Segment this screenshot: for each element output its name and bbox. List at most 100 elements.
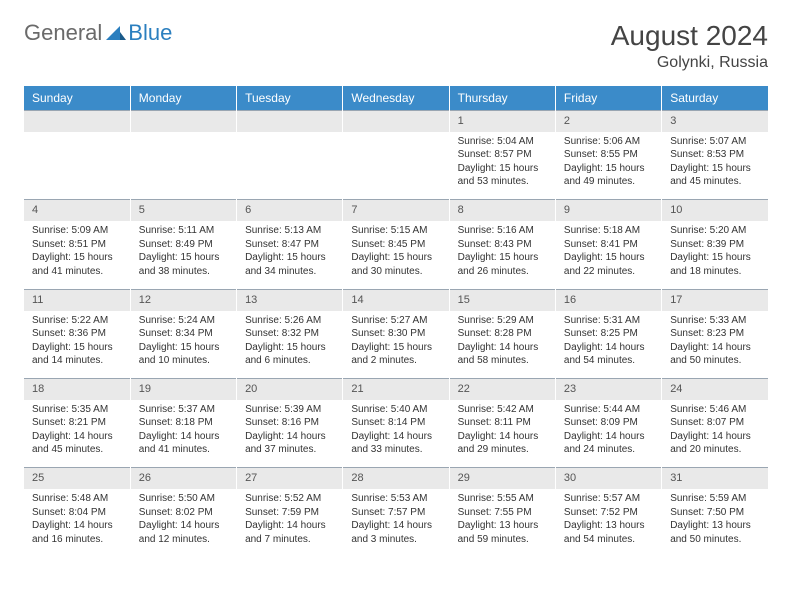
day-cell: Sunrise: 5:04 AMSunset: 8:57 PMDaylight:… — [449, 132, 555, 200]
day-header: Friday — [555, 86, 661, 111]
sunrise-text: Sunrise: 5:22 AM — [32, 314, 122, 328]
sunset-text: Sunset: 8:34 PM — [139, 327, 228, 341]
day-number: 11 — [24, 289, 130, 310]
daylight-text: Daylight: 13 hours — [564, 519, 653, 533]
daylight-text: Daylight: 14 hours — [351, 519, 440, 533]
sunset-text: Sunset: 7:59 PM — [245, 506, 334, 520]
sunrise-text: Sunrise: 5:39 AM — [245, 403, 334, 417]
day-cell: Sunrise: 5:40 AMSunset: 8:14 PMDaylight:… — [343, 400, 449, 468]
month-year: August 2024 — [611, 20, 768, 52]
daylight-text: and 30 minutes. — [351, 265, 440, 279]
sunset-text: Sunset: 8:41 PM — [564, 238, 653, 252]
title-block: August 2024 Golynki, Russia — [611, 20, 768, 72]
sunrise-text: Sunrise: 5:40 AM — [351, 403, 440, 417]
sunrise-text: Sunrise: 5:15 AM — [351, 224, 440, 238]
daylight-text: Daylight: 14 hours — [670, 341, 760, 355]
daylight-text: and 58 minutes. — [458, 354, 547, 368]
day-cell: Sunrise: 5:31 AMSunset: 8:25 PMDaylight:… — [555, 311, 661, 379]
daylight-text: and 45 minutes. — [670, 175, 760, 189]
day-header-row: SundayMondayTuesdayWednesdayThursdayFrid… — [24, 86, 768, 111]
day-cell: Sunrise: 5:29 AMSunset: 8:28 PMDaylight:… — [449, 311, 555, 379]
day-cell: Sunrise: 5:57 AMSunset: 7:52 PMDaylight:… — [555, 489, 661, 557]
day-number: 12 — [130, 289, 236, 310]
day-cell: Sunrise: 5:16 AMSunset: 8:43 PMDaylight:… — [449, 221, 555, 289]
sunrise-text: Sunrise: 5:06 AM — [564, 135, 653, 149]
daylight-text: Daylight: 15 hours — [139, 341, 228, 355]
day-cell: Sunrise: 5:35 AMSunset: 8:21 PMDaylight:… — [24, 400, 130, 468]
daylight-text: Daylight: 14 hours — [32, 519, 122, 533]
day-number: 26 — [130, 468, 236, 489]
day-number: 18 — [24, 379, 130, 400]
day-cell: Sunrise: 5:27 AMSunset: 8:30 PMDaylight:… — [343, 311, 449, 379]
daylight-text: Daylight: 15 hours — [458, 162, 547, 176]
sunset-text: Sunset: 8:18 PM — [139, 416, 228, 430]
day-header: Saturday — [662, 86, 768, 111]
daylight-text: Daylight: 15 hours — [670, 251, 760, 265]
day-cell: Sunrise: 5:24 AMSunset: 8:34 PMDaylight:… — [130, 311, 236, 379]
daylight-text: and 7 minutes. — [245, 533, 334, 547]
daylight-text: Daylight: 15 hours — [32, 251, 122, 265]
day-header: Sunday — [24, 86, 130, 111]
daynum-row: 45678910 — [24, 200, 768, 221]
sunset-text: Sunset: 8:11 PM — [458, 416, 547, 430]
sunrise-text: Sunrise: 5:46 AM — [670, 403, 760, 417]
day-cell: Sunrise: 5:48 AMSunset: 8:04 PMDaylight:… — [24, 489, 130, 557]
sunrise-text: Sunrise: 5:33 AM — [670, 314, 760, 328]
sunrise-text: Sunrise: 5:13 AM — [245, 224, 334, 238]
sunrise-text: Sunrise: 5:59 AM — [670, 492, 760, 506]
day-cell: Sunrise: 5:07 AMSunset: 8:53 PMDaylight:… — [662, 132, 768, 200]
daylight-text: Daylight: 14 hours — [139, 519, 228, 533]
daylight-text: Daylight: 15 hours — [351, 341, 440, 355]
sunrise-text: Sunrise: 5:42 AM — [458, 403, 547, 417]
sunset-text: Sunset: 8:28 PM — [458, 327, 547, 341]
sunset-text: Sunset: 8:43 PM — [458, 238, 547, 252]
sunset-text: Sunset: 8:02 PM — [139, 506, 228, 520]
sunset-text: Sunset: 8:30 PM — [351, 327, 440, 341]
sunset-text: Sunset: 8:57 PM — [458, 148, 547, 162]
day-cell: Sunrise: 5:33 AMSunset: 8:23 PMDaylight:… — [662, 311, 768, 379]
sunset-text: Sunset: 8:23 PM — [670, 327, 760, 341]
sunrise-text: Sunrise: 5:29 AM — [458, 314, 547, 328]
logo-text-general: General — [24, 20, 102, 46]
daylight-text: Daylight: 14 hours — [670, 430, 760, 444]
sunset-text: Sunset: 8:53 PM — [670, 148, 760, 162]
day-header: Monday — [130, 86, 236, 111]
daylight-text: Daylight: 15 hours — [245, 251, 334, 265]
sunset-text: Sunset: 8:04 PM — [32, 506, 122, 520]
sunset-text: Sunset: 8:07 PM — [670, 416, 760, 430]
daylight-text: and 37 minutes. — [245, 443, 334, 457]
day-number: 14 — [343, 289, 449, 310]
daylight-text: and 3 minutes. — [351, 533, 440, 547]
sunset-text: Sunset: 7:55 PM — [458, 506, 547, 520]
daylight-text: and 20 minutes. — [670, 443, 760, 457]
logo: General Blue — [24, 20, 172, 46]
daynum-row: 123 — [24, 111, 768, 132]
sunrise-text: Sunrise: 5:57 AM — [564, 492, 653, 506]
day-cell: Sunrise: 5:50 AMSunset: 8:02 PMDaylight:… — [130, 489, 236, 557]
sunset-text: Sunset: 8:36 PM — [32, 327, 122, 341]
daylight-text: Daylight: 15 hours — [670, 162, 760, 176]
sunrise-text: Sunrise: 5:20 AM — [670, 224, 760, 238]
daylight-text: and 26 minutes. — [458, 265, 547, 279]
daylight-text: and 33 minutes. — [351, 443, 440, 457]
sunset-text: Sunset: 8:39 PM — [670, 238, 760, 252]
sunrise-text: Sunrise: 5:09 AM — [32, 224, 122, 238]
sunset-text: Sunset: 8:45 PM — [351, 238, 440, 252]
daylight-text: Daylight: 14 hours — [245, 519, 334, 533]
day-number: 15 — [449, 289, 555, 310]
day-cell: Sunrise: 5:55 AMSunset: 7:55 PMDaylight:… — [449, 489, 555, 557]
sunrise-text: Sunrise: 5:44 AM — [564, 403, 653, 417]
day-cell: Sunrise: 5:20 AMSunset: 8:39 PMDaylight:… — [662, 221, 768, 289]
day-number: 22 — [449, 379, 555, 400]
day-number: 16 — [555, 289, 661, 310]
day-cell: Sunrise: 5:39 AMSunset: 8:16 PMDaylight:… — [237, 400, 343, 468]
daylight-text: Daylight: 14 hours — [564, 430, 653, 444]
day-number — [130, 111, 236, 132]
calendar-table: SundayMondayTuesdayWednesdayThursdayFrid… — [24, 86, 768, 557]
content-row: Sunrise: 5:09 AMSunset: 8:51 PMDaylight:… — [24, 221, 768, 289]
sunrise-text: Sunrise: 5:27 AM — [351, 314, 440, 328]
daylight-text: and 14 minutes. — [32, 354, 122, 368]
daylight-text: Daylight: 14 hours — [32, 430, 122, 444]
daylight-text: Daylight: 15 hours — [458, 251, 547, 265]
location: Golynki, Russia — [611, 54, 768, 72]
